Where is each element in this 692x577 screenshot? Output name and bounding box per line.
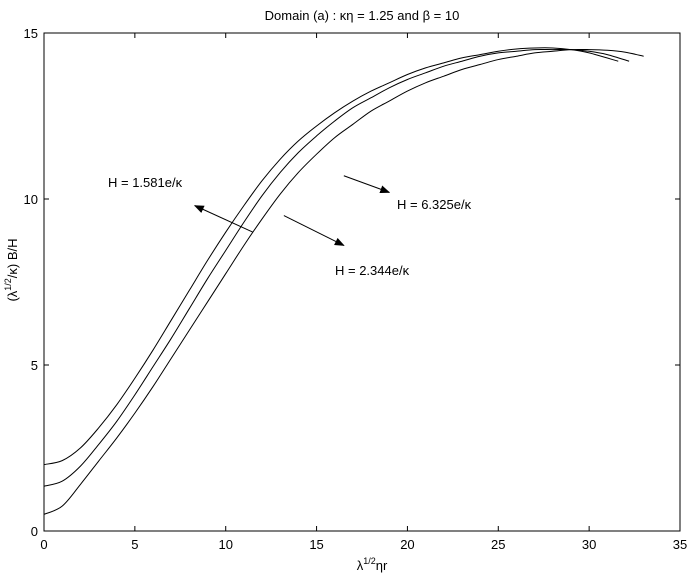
- annotation-label-1: H = 1.581e/κ: [108, 175, 183, 190]
- y-axis-label-b: /κ) B/H: [5, 238, 20, 278]
- x-axis-label-sup: 1/2: [363, 556, 376, 566]
- x-tick-label: 15: [309, 537, 323, 552]
- annotation-label-2: H = 2.344e/κ: [335, 263, 410, 278]
- y-axis-label: (λ1/2/κ) B/H: [3, 238, 20, 301]
- y-tick-label: 0: [31, 524, 38, 539]
- x-axis-label: λ1/2ηr: [357, 556, 388, 573]
- y-axis-label-sup: 1/2: [3, 278, 13, 291]
- x-tick-label: 30: [582, 537, 596, 552]
- series-line-2: [43, 48, 630, 487]
- annotations: H = 1.581e/κ H = 2.344e/κ H = 6.325e/κ: [108, 175, 472, 278]
- x-axis-label-main: ηr: [376, 558, 388, 573]
- x-tick-label: 35: [673, 537, 687, 552]
- chart-title: Domain (a) : κη = 1.25 and β = 10: [265, 8, 460, 23]
- y-tick-label: 15: [24, 26, 38, 41]
- x-tick-label: 10: [218, 537, 232, 552]
- x-tick-label: 25: [491, 537, 505, 552]
- plot-area-frame: [43, 32, 681, 532]
- series-line-3: [43, 48, 644, 515]
- y-axis-label-a: (λ: [5, 290, 20, 301]
- series-line-1: [43, 47, 619, 466]
- x-tick-label: 5: [131, 537, 138, 552]
- annotation-arrow-3: [343, 175, 391, 194]
- axis-ticks: 0 5 10 15 20 25 30 35 0 5 10 15: [24, 26, 688, 552]
- x-tick-label: 0: [40, 537, 47, 552]
- annotation-arrow-2: [283, 215, 345, 246]
- series-lines: [43, 47, 644, 515]
- annotation-arrow-1: [193, 205, 254, 233]
- y-tick-label: 5: [31, 358, 38, 373]
- x-tick-label: 20: [400, 537, 414, 552]
- y-tick-label: 10: [24, 192, 38, 207]
- x-axis-label-prefix: λ: [357, 558, 364, 573]
- annotation-label-3: H = 6.325e/κ: [397, 197, 472, 212]
